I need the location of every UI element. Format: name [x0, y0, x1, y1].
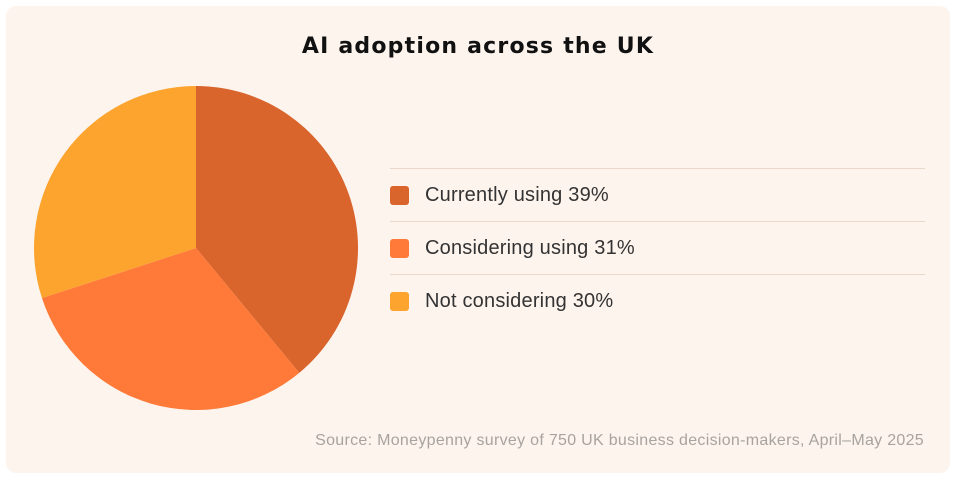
legend-swatch-considering-using — [390, 238, 409, 258]
legend: Currently using 39% Considering using 31… — [390, 168, 925, 327]
legend-item-considering-using: Considering using 31% — [390, 222, 925, 275]
legend-item-not-considering: Not considering 30% — [390, 275, 925, 327]
legend-label-not-considering: Not considering — [425, 289, 567, 312]
legend-swatch-not-considering — [390, 291, 409, 311]
pie-slice-currently-using — [196, 86, 359, 373]
source-note: Source: Moneypenny survey of 750 UK busi… — [315, 432, 924, 449]
legend-value-currently-using: 39% — [568, 183, 609, 206]
legend-value-not-considering: 30% — [572, 289, 614, 312]
legend-swatch-currently-using — [390, 185, 409, 205]
legend-item-currently-using: Currently using 39% — [390, 169, 925, 222]
legend-label-currently-using: Currently using — [425, 183, 563, 206]
pie-slice-considering-using — [41, 248, 300, 410]
chart-title: AI adoption across the UK — [301, 34, 655, 59]
pie-slice-not-considering — [33, 85, 197, 299]
legend-label-considering-using: Considering using — [425, 236, 589, 259]
legend-value-considering-using: 31% — [594, 236, 635, 259]
